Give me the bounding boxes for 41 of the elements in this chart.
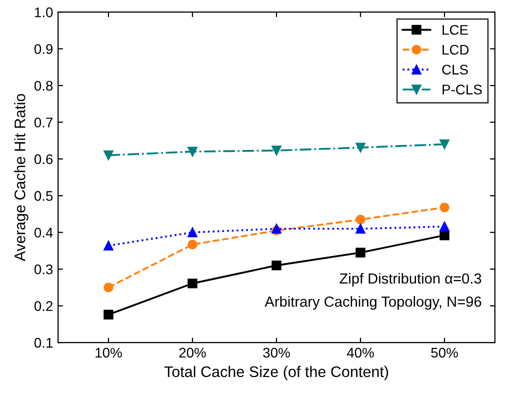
- y-tick-label: 0.8: [34, 80, 53, 91]
- point: [104, 282, 114, 292]
- x-tick-label: 20%: [179, 348, 206, 358]
- y-tick-label: 1.0: [34, 7, 53, 18]
- y-tick-label: 0.5: [34, 191, 53, 201]
- point: [188, 278, 198, 288]
- point: [356, 224, 366, 234]
- x-tick-label: 50%: [431, 348, 458, 358]
- y-tick-label: 0.9: [34, 44, 53, 54]
- point: [440, 202, 450, 212]
- point: [104, 150, 114, 160]
- y-tick-label: 0.6: [34, 154, 53, 164]
- y-axis-title: Average Cache Hit Ratio: [14, 94, 28, 262]
- point: [440, 222, 450, 232]
- annotation: Zipf Distribution α=0.3: [340, 272, 482, 287]
- point: [272, 260, 282, 270]
- point: [104, 310, 114, 320]
- x-tick-label: 10%: [96, 348, 122, 358]
- point: [188, 228, 198, 238]
- legend-label: LCE: [442, 24, 468, 35]
- point: [356, 248, 366, 258]
- point: [188, 146, 198, 156]
- legend-label: CLS: [442, 64, 468, 75]
- legend-label: P-CLS: [442, 84, 482, 94]
- point: [356, 214, 366, 224]
- point: [440, 230, 450, 240]
- y-tick-label: 0.3: [34, 264, 53, 274]
- annotation: Arbitrary Caching Topology, N=96: [264, 296, 482, 310]
- x-tick-label: 30%: [263, 348, 290, 358]
- point: [440, 139, 450, 150]
- y-tick-label: 0.2: [34, 301, 53, 311]
- y-tick-label: 0.7: [34, 118, 53, 128]
- y-tick-label: 0.1: [34, 338, 53, 348]
- legend-label: LCD: [442, 44, 469, 55]
- y-tick-label: 0.4: [34, 228, 53, 238]
- x-tick-label: 40%: [346, 348, 374, 358]
- point: [272, 146, 282, 156]
- point: [356, 142, 366, 152]
- point: [104, 240, 114, 250]
- x-axis-title: Total Cache Size (of the Content): [164, 366, 388, 380]
- point: [188, 240, 198, 250]
